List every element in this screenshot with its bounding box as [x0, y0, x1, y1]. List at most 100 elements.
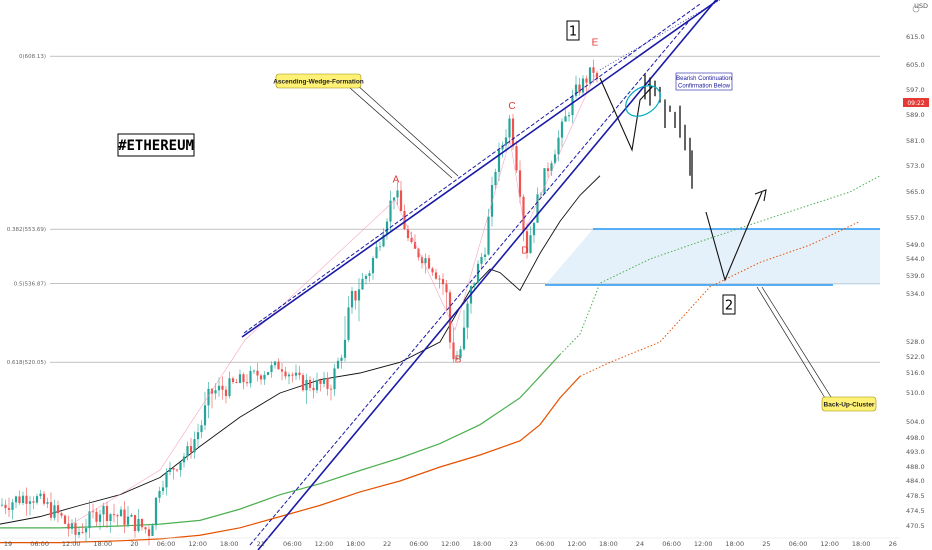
- candle-body: [284, 371, 287, 377]
- candle-body: [424, 258, 427, 264]
- candle-body: [382, 234, 385, 247]
- time-tick-label: 06:00: [283, 540, 302, 548]
- candle-body: [200, 425, 203, 433]
- candle-body: [158, 490, 161, 498]
- candle-body: [452, 342, 455, 360]
- price-axis: 470.5 474.5 478.5 484.0 488.0 493.0 498.0 504.0…: [906, 33, 925, 530]
- projection-arrowhead-2: [754, 189, 767, 202]
- price-tick-label: 474.5: [906, 507, 925, 515]
- cluster-callout-box: [821, 396, 877, 412]
- candle-body: [35, 496, 39, 503]
- currency-label: USD: [914, 2, 928, 10]
- candle-body: [81, 532, 84, 533]
- candle-body: [483, 254, 487, 257]
- candle-body: [557, 137, 560, 155]
- wave-labels: A B C D E: [393, 37, 599, 365]
- candle-body: [319, 380, 322, 384]
- cluster-callout-text: Back-Up-Cluster: [824, 402, 875, 409]
- pattern-callout-leader-a: [349, 87, 453, 179]
- price-tick-label: 573.0: [906, 162, 925, 170]
- fibonacci-levels: 0(608.13) 0.382(553.69) 0.5(536.87) 0.618(5…: [7, 54, 880, 366]
- bearish-note-box: [675, 72, 733, 91]
- candle-body: [102, 505, 105, 515]
- time-axis: 19 06:00 12:00 18:00 20 06:00 12:00 18:00 21 06:0…: [4, 540, 897, 548]
- candle-body: [67, 523, 70, 529]
- candle-body: [39, 493, 42, 497]
- cluster-callout-leader-a: [756, 286, 826, 399]
- candle-body: [322, 377, 326, 384]
- time-tick-label: 12:00: [315, 540, 334, 548]
- candle-body: [438, 278, 441, 280]
- candle-body: [564, 116, 567, 122]
- time-tick-label: 12:00: [567, 540, 586, 548]
- candle-body: [445, 284, 448, 293]
- marker-box-2: [722, 294, 736, 315]
- time-tick-label: 06:00: [536, 540, 555, 548]
- candle-body: [427, 258, 431, 269]
- projection-arrowhead-1: [646, 83, 653, 93]
- fib-level-label: 0.382(553.69): [7, 227, 46, 233]
- candle-body: [466, 303, 469, 328]
- candle-body: [70, 523, 74, 529]
- candle-body: [508, 118, 511, 138]
- wedge-lower-dashed-line: [249, 19, 691, 546]
- candle-body: [238, 374, 242, 383]
- candle-body: [529, 235, 532, 254]
- candle-body: [252, 370, 256, 372]
- price-tick-label: 615.0: [906, 33, 925, 41]
- candle-body: [315, 380, 319, 391]
- time-tick-label: 21: [257, 540, 265, 548]
- candle-body: [417, 248, 420, 258]
- candle-body: [95, 511, 98, 522]
- ma-fast-line: [0, 175, 601, 525]
- fib-level-label: 0.618(520.05): [7, 360, 46, 366]
- time-tick-label: 23: [509, 540, 517, 548]
- candle-body: [399, 190, 403, 212]
- candle-body: [546, 168, 550, 172]
- candle-body: [123, 509, 126, 525]
- wedge-extension-dotted: [599, 0, 721, 71]
- candle-body: [203, 405, 207, 426]
- price-tick-label: 488.0: [906, 463, 925, 471]
- price-tick-label: 528.0: [906, 338, 925, 346]
- settings-circle-icon[interactable]: [912, 5, 920, 13]
- candle-body: [410, 238, 413, 243]
- fib-level-label: 0.5(536.87): [14, 282, 46, 288]
- candle-body: [287, 374, 291, 377]
- candle-body: [126, 516, 130, 525]
- candle-body: [301, 375, 305, 391]
- candle-body: [280, 369, 284, 372]
- time-tick-label: 24: [636, 540, 644, 548]
- pattern-callout-text: Ascending-Wedge-Formation: [273, 79, 364, 86]
- candle-body: [4, 504, 7, 509]
- candle-body: [560, 121, 564, 138]
- candle-body: [480, 256, 483, 264]
- candle-body: [144, 527, 147, 530]
- wave-label-e: E: [592, 37, 599, 48]
- candle-body: [518, 170, 522, 197]
- candle-body: [585, 78, 588, 83]
- price-tick-label: 557.0: [906, 214, 925, 222]
- candle-body: [221, 385, 224, 390]
- candle-body: [98, 514, 102, 522]
- candle-body: [256, 370, 259, 376]
- time-tick-label: 22: [383, 540, 391, 548]
- price-tick-label: 581.0: [906, 137, 925, 145]
- candle-body: [112, 514, 116, 516]
- pattern-callout-box: [275, 73, 362, 89]
- price-tick-label: 549.0: [906, 241, 925, 249]
- candle-body: [193, 439, 196, 453]
- time-tick-label: 18:00: [473, 540, 492, 548]
- candle-body: [441, 279, 445, 285]
- cluster-callout-leader-b: [761, 286, 832, 398]
- candle-body: [130, 515, 133, 517]
- fib-level-label: 0(608.13): [19, 54, 46, 60]
- candle-body: [91, 511, 95, 513]
- candle-body: [511, 118, 515, 147]
- candle-body: [0, 504, 4, 506]
- price-tick-label: 534.0: [906, 290, 925, 298]
- candle-body: [273, 361, 277, 366]
- price-tick-label: 498.0: [906, 434, 925, 442]
- candle-body: [385, 221, 389, 235]
- time-tick-label: 18:00: [599, 540, 618, 548]
